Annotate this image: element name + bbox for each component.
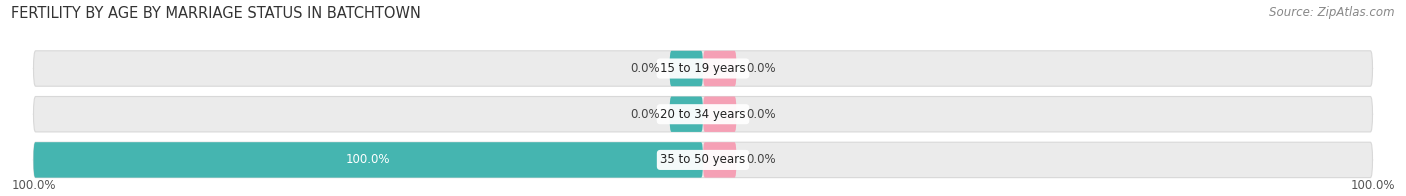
Text: 100.0%: 100.0% — [346, 153, 391, 166]
Text: 0.0%: 0.0% — [630, 62, 659, 75]
Text: Source: ZipAtlas.com: Source: ZipAtlas.com — [1270, 6, 1395, 19]
FancyBboxPatch shape — [669, 96, 703, 132]
Text: 0.0%: 0.0% — [747, 153, 776, 166]
Text: 0.0%: 0.0% — [747, 62, 776, 75]
FancyBboxPatch shape — [669, 51, 703, 86]
FancyBboxPatch shape — [34, 142, 703, 178]
FancyBboxPatch shape — [34, 142, 1372, 178]
Text: 20 to 34 years: 20 to 34 years — [661, 108, 745, 121]
FancyBboxPatch shape — [703, 96, 737, 132]
FancyBboxPatch shape — [34, 96, 1372, 132]
FancyBboxPatch shape — [703, 51, 737, 86]
Text: 100.0%: 100.0% — [11, 179, 56, 192]
Text: 100.0%: 100.0% — [1350, 179, 1395, 192]
Text: 0.0%: 0.0% — [747, 108, 776, 121]
Text: FERTILITY BY AGE BY MARRIAGE STATUS IN BATCHTOWN: FERTILITY BY AGE BY MARRIAGE STATUS IN B… — [11, 6, 422, 21]
Text: 0.0%: 0.0% — [630, 108, 659, 121]
FancyBboxPatch shape — [703, 142, 737, 178]
Text: 15 to 19 years: 15 to 19 years — [661, 62, 745, 75]
Text: 35 to 50 years: 35 to 50 years — [661, 153, 745, 166]
FancyBboxPatch shape — [34, 51, 1372, 86]
